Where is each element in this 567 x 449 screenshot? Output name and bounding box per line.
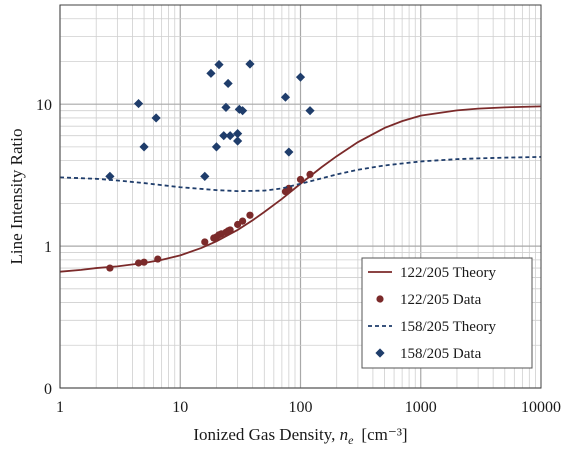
legend-swatch bbox=[375, 348, 385, 358]
legend-label: 158/205 Data bbox=[400, 346, 482, 362]
x-axis-label: Ionized Gas Density, ne [cm⁻³] bbox=[193, 425, 407, 447]
data-point bbox=[246, 211, 254, 219]
data-point bbox=[234, 104, 244, 114]
series-2 bbox=[60, 156, 541, 193]
data-point bbox=[306, 170, 314, 179]
data-point bbox=[134, 259, 143, 267]
x-tick-label: 10000 bbox=[521, 399, 561, 416]
legend-label: 158/205 Theory bbox=[400, 319, 496, 335]
data-point bbox=[105, 171, 115, 181]
data-point bbox=[211, 142, 222, 152]
series-1 bbox=[106, 170, 314, 272]
legend-label: 122/205 Theory bbox=[400, 265, 496, 281]
plot-frame bbox=[59, 4, 542, 389]
x-tick-label: 100 bbox=[289, 399, 313, 416]
data-point bbox=[239, 217, 247, 225]
data-point bbox=[280, 92, 291, 102]
data-point bbox=[200, 171, 210, 181]
data-point bbox=[154, 255, 162, 263]
data-point bbox=[151, 113, 161, 123]
x-tick-label: 1 bbox=[56, 399, 64, 416]
legend-label: 122/205 Data bbox=[400, 292, 482, 308]
series-line bbox=[60, 156, 541, 193]
data-point bbox=[305, 106, 315, 116]
x-tick-label: 10 bbox=[172, 399, 188, 416]
data-point bbox=[133, 98, 144, 109]
series-3 bbox=[105, 59, 315, 181]
series-layer bbox=[60, 59, 541, 273]
data-point bbox=[201, 238, 209, 246]
legend-box bbox=[361, 257, 533, 369]
data-point bbox=[245, 59, 255, 69]
x-tick-label: 1000 bbox=[405, 399, 437, 416]
data-point bbox=[225, 131, 235, 141]
data-point bbox=[223, 78, 233, 89]
data-point bbox=[106, 264, 114, 272]
data-point bbox=[140, 258, 148, 266]
data-point bbox=[238, 106, 248, 116]
data-point bbox=[296, 175, 305, 184]
legend: 122/205 Theory 122/205 Data 158/205 Theory… bbox=[361, 257, 533, 369]
y-tick-label: 10 bbox=[36, 97, 52, 114]
y-axis-label: Line Intensity Ratio bbox=[7, 129, 26, 265]
data-point bbox=[139, 142, 149, 152]
data-point bbox=[226, 226, 234, 234]
data-point bbox=[233, 136, 243, 146]
y-tick-label: 1 bbox=[44, 239, 52, 256]
data-point bbox=[219, 131, 229, 141]
data-point bbox=[206, 68, 216, 78]
data-point bbox=[233, 129, 243, 139]
data-point bbox=[221, 102, 231, 112]
data-point bbox=[284, 147, 294, 157]
data-point bbox=[214, 60, 224, 70]
y-tick-label: 0 bbox=[44, 381, 52, 398]
legend-swatch bbox=[376, 295, 384, 303]
data-point bbox=[295, 72, 306, 82]
